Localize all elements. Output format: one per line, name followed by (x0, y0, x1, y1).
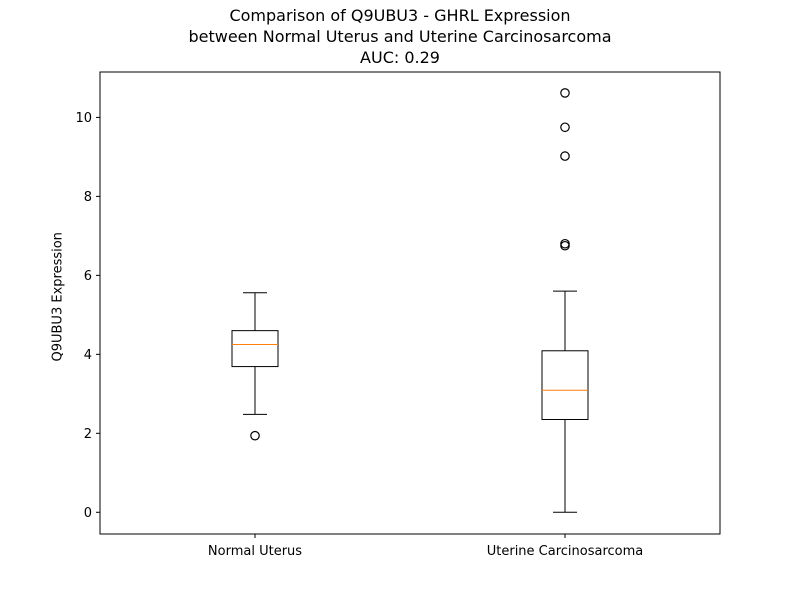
outlier-point (560, 151, 570, 161)
iqr-box (231, 330, 279, 368)
boxes (231, 88, 589, 513)
outlier-point (560, 88, 570, 98)
outlier-point (560, 122, 570, 133)
chart-title-line-1: Comparison of Q9UBU3 - GHRL Expression (229, 6, 571, 25)
y-tick-label: 6 (84, 269, 92, 284)
y-tick-label: 8 (84, 190, 92, 205)
y-axis-ticks: 0 2 4 6 8 10 (75, 111, 100, 521)
box-group (231, 292, 279, 441)
x-axis-ticks: Normal Uterus Uterine Carcinosarcoma (208, 534, 643, 559)
plot-area (99, 71, 721, 535)
outlier-point (250, 430, 260, 441)
y-tick-label: 4 (84, 348, 92, 363)
x-tick-label: Normal Uterus (208, 544, 302, 559)
box-group (541, 88, 589, 513)
iqr-box (541, 350, 589, 420)
y-tick-label: 0 (84, 506, 92, 521)
x-tick-label: Uterine Carcinosarcoma (487, 544, 644, 559)
chart-title-line-2: between Normal Uterus and Uterine Carcin… (188, 27, 612, 46)
outlier-point (560, 238, 570, 249)
chart-title-line-3: AUC: 0.29 (360, 48, 440, 67)
y-tick-label: 10 (75, 111, 92, 126)
y-tick-label: 2 (84, 427, 92, 442)
